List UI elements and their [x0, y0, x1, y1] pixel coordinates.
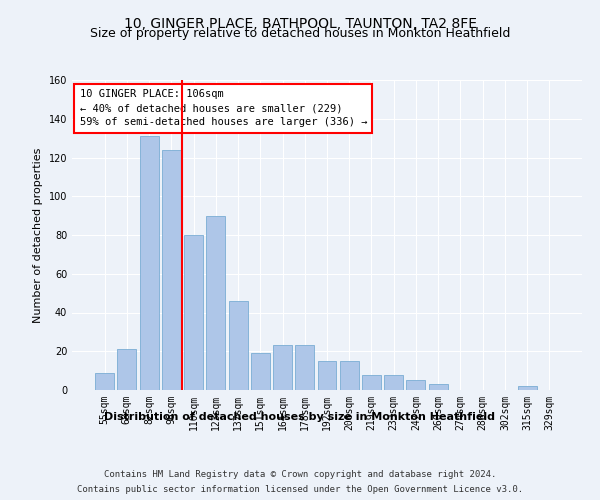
Bar	[340, 361, 359, 390]
Bar	[162, 150, 181, 390]
Text: Size of property relative to detached houses in Monkton Heathfield: Size of property relative to detached ho…	[90, 28, 510, 40]
Bar	[206, 216, 225, 390]
Bar	[317, 361, 337, 390]
Y-axis label: Number of detached properties: Number of detached properties	[33, 148, 43, 322]
Bar	[406, 380, 425, 390]
Bar	[184, 235, 203, 390]
Bar	[95, 372, 114, 390]
Text: 10 GINGER PLACE: 106sqm
← 40% of detached houses are smaller (229)
59% of semi-d: 10 GINGER PLACE: 106sqm ← 40% of detache…	[80, 90, 367, 128]
Text: 10, GINGER PLACE, BATHPOOL, TAUNTON, TA2 8FE: 10, GINGER PLACE, BATHPOOL, TAUNTON, TA2…	[124, 18, 476, 32]
Bar	[362, 374, 381, 390]
Bar	[518, 386, 536, 390]
Bar	[273, 346, 292, 390]
Bar	[295, 346, 314, 390]
Bar	[429, 384, 448, 390]
Text: Contains public sector information licensed under the Open Government Licence v3: Contains public sector information licen…	[77, 485, 523, 494]
Bar	[384, 374, 403, 390]
Text: Distribution of detached houses by size in Monkton Heathfield: Distribution of detached houses by size …	[104, 412, 496, 422]
Bar	[229, 301, 248, 390]
Bar	[251, 353, 270, 390]
Text: Contains HM Land Registry data © Crown copyright and database right 2024.: Contains HM Land Registry data © Crown c…	[104, 470, 496, 479]
Bar	[140, 136, 158, 390]
Bar	[118, 350, 136, 390]
